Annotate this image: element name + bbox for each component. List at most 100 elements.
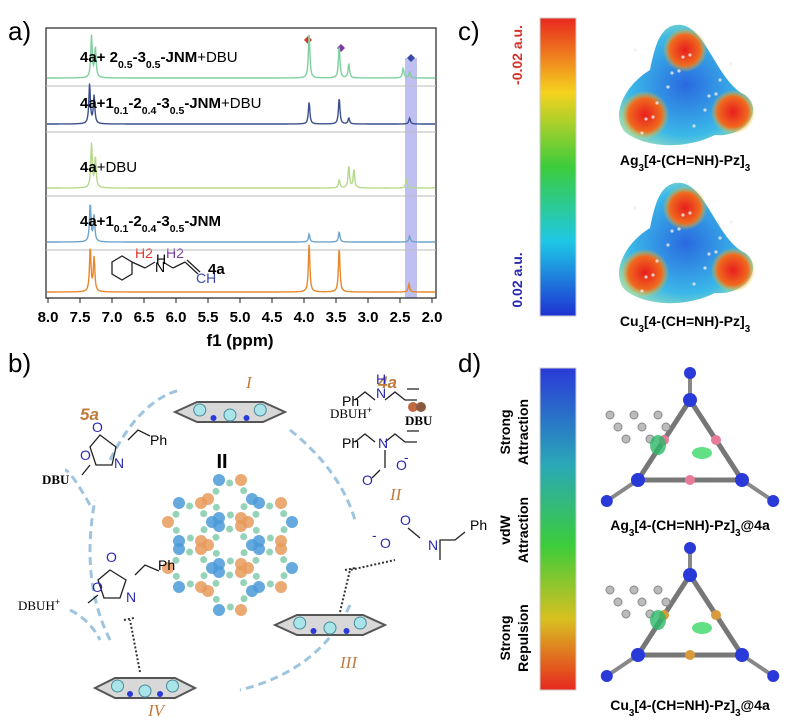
structure bbox=[111, 255, 201, 281]
text-run: Cu bbox=[610, 697, 629, 713]
mof-node bbox=[275, 496, 287, 509]
mof-linker bbox=[212, 549, 220, 557]
atom: O bbox=[380, 535, 391, 551]
catalysts bbox=[92, 401, 396, 699]
nci-region bbox=[692, 622, 712, 634]
text-run: 4a bbox=[208, 261, 225, 278]
scale-label: Attraction bbox=[515, 497, 531, 563]
text-run: 3 bbox=[629, 708, 635, 719]
arrow bbox=[289, 428, 357, 521]
h-atom bbox=[613, 422, 623, 432]
atom: O bbox=[92, 579, 103, 595]
esp-dot bbox=[681, 213, 685, 217]
text-run: 3 bbox=[629, 528, 635, 539]
spectrum bbox=[47, 244, 435, 293]
text-run: 0.1 bbox=[114, 105, 129, 117]
tick-label: 2.5 bbox=[390, 309, 411, 326]
arrow bbox=[64, 468, 92, 506]
metal bbox=[353, 616, 367, 630]
mof-node bbox=[195, 581, 207, 594]
esp-region bbox=[621, 249, 669, 297]
atom-label: H2 bbox=[135, 245, 153, 261]
text-run: 4a bbox=[80, 159, 97, 176]
compound-label: 5a bbox=[80, 405, 99, 424]
text-run: 0.5 bbox=[170, 105, 185, 117]
esp-dot bbox=[677, 69, 681, 73]
text-run: 4a+1 bbox=[80, 213, 114, 230]
mof-linker bbox=[212, 595, 220, 603]
mof-linker bbox=[186, 534, 194, 542]
trace-label: 4a bbox=[208, 261, 225, 278]
text-run: Ag bbox=[610, 517, 629, 533]
metal bbox=[685, 475, 695, 485]
tick-label: 4.5 bbox=[262, 309, 283, 326]
reagent-label: DBU bbox=[405, 413, 433, 428]
text-run: 0.5 bbox=[170, 223, 185, 235]
atom: Ph bbox=[342, 435, 359, 451]
text-run: 0.4 bbox=[142, 105, 157, 117]
h-atom bbox=[629, 585, 639, 595]
tick-label: 2.0 bbox=[422, 309, 443, 326]
atom: Ph bbox=[150, 432, 167, 448]
metal bbox=[193, 403, 207, 417]
text-run: DBUH bbox=[18, 598, 55, 613]
trace-label: 4a+10.1-20.4-30.5-JNM bbox=[80, 213, 221, 235]
atom: N bbox=[428, 537, 438, 553]
mof-node bbox=[286, 516, 298, 528]
esp-dot bbox=[666, 243, 670, 247]
text-run: -2 bbox=[128, 213, 141, 230]
arrow bbox=[69, 608, 102, 641]
esp-dot bbox=[655, 259, 659, 263]
atom: Ph bbox=[342, 393, 359, 409]
tick-label: 6.5 bbox=[134, 309, 155, 326]
atom bbox=[684, 367, 696, 379]
mof-node bbox=[235, 565, 247, 578]
esp-surfaces bbox=[619, 24, 755, 304]
esp-dot bbox=[670, 71, 674, 75]
text-run: +DBU bbox=[221, 95, 261, 112]
h-atom bbox=[637, 597, 647, 607]
h-atom bbox=[661, 422, 671, 432]
esp-dot bbox=[633, 48, 637, 52]
nci-region bbox=[650, 435, 666, 455]
text-run: 3 bbox=[639, 324, 645, 335]
mof-node bbox=[275, 581, 287, 594]
marker bbox=[407, 54, 415, 62]
atom: N bbox=[126, 589, 136, 605]
atom: H bbox=[376, 371, 386, 387]
text-run: 3 bbox=[745, 163, 751, 174]
molecule-label: Ag3[4-(CH=NH)-Pz]3 bbox=[620, 152, 751, 174]
mof-linker bbox=[252, 510, 260, 518]
mof-linker bbox=[226, 479, 234, 487]
n-atom bbox=[127, 691, 133, 697]
molecule-label: Ag3[4-(CH=NH)-Pz]3@4a bbox=[610, 517, 770, 539]
esp-dot bbox=[681, 55, 685, 59]
text-run: -JNM bbox=[184, 95, 221, 112]
text-run: 3 bbox=[735, 528, 741, 539]
mof-linker bbox=[252, 556, 260, 564]
mof-linker bbox=[172, 572, 180, 580]
mof-linker bbox=[226, 511, 234, 519]
mof-image bbox=[162, 473, 298, 617]
tick-label: 3.0 bbox=[358, 309, 379, 326]
arrow bbox=[108, 388, 181, 461]
text-run: -3 bbox=[156, 213, 169, 230]
esp-dot bbox=[670, 229, 674, 233]
text-run: -2 bbox=[128, 95, 141, 112]
spectrum bbox=[47, 142, 436, 189]
mof-node bbox=[286, 562, 298, 574]
panel-label: a) bbox=[8, 16, 31, 46]
h-atom bbox=[629, 410, 639, 420]
mof-node bbox=[206, 562, 218, 574]
text-run: + bbox=[367, 405, 372, 415]
esp-dot bbox=[692, 124, 696, 128]
mof-linker bbox=[266, 534, 274, 542]
step-label: IV bbox=[147, 701, 167, 720]
mof-linker bbox=[172, 526, 180, 534]
mof-node bbox=[235, 512, 247, 525]
tick-label: 7.5 bbox=[70, 309, 91, 326]
mof-node bbox=[173, 535, 185, 548]
scale-label: vdW bbox=[497, 514, 513, 544]
colorbar bbox=[539, 367, 577, 691]
